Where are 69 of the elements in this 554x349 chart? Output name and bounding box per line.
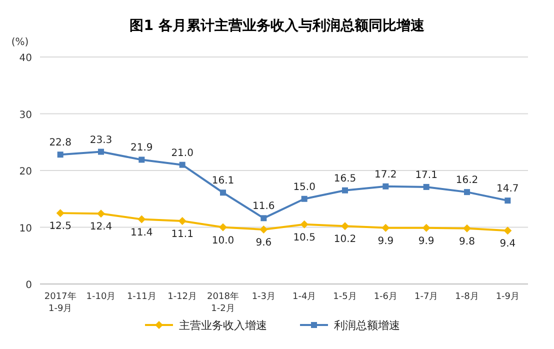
x-tick-label: 1-10月 — [86, 292, 116, 302]
data-label: 17.2 — [374, 169, 397, 180]
point — [97, 210, 105, 218]
x-tick-label: 2017年 1-9月 — [44, 291, 76, 314]
y-tick-label: 40 — [19, 53, 32, 64]
y-tick-label: 10 — [19, 223, 32, 234]
point — [463, 224, 471, 232]
data-label: 15.0 — [293, 182, 316, 193]
x-tick-label: 1-8月 — [455, 292, 479, 302]
x-tick-label: 1-11月 — [126, 292, 156, 302]
data-label: 21.0 — [171, 148, 194, 159]
y-tick-label: 0 — [26, 280, 32, 291]
x-tick-label: 1-4月 — [292, 292, 316, 302]
x-tick-label: 1-3月 — [252, 292, 276, 302]
point — [423, 184, 430, 190]
point — [504, 198, 511, 204]
x-tick-label: 1-9月 — [496, 292, 520, 302]
legend-label: 利润总额增速 — [334, 319, 400, 332]
x-tick-label: 1-6月 — [374, 292, 398, 302]
data-label: 12.5 — [49, 221, 72, 232]
point — [260, 226, 268, 234]
data-label: 10.5 — [293, 232, 316, 244]
y-tick-label: 30 — [19, 110, 32, 121]
point — [260, 215, 267, 222]
point — [138, 215, 146, 224]
point — [504, 226, 512, 235]
data-label: 16.1 — [212, 176, 234, 187]
point — [178, 217, 186, 226]
data-label: 9.8 — [459, 236, 475, 248]
legend-label: 主营业务收入增速 — [179, 319, 267, 332]
data-label: 11.4 — [130, 227, 153, 238]
data-label: 10.0 — [212, 235, 234, 246]
data-label: 14.7 — [496, 184, 519, 195]
data-label: 10.2 — [334, 234, 356, 246]
data-label: 11.1 — [171, 229, 194, 240]
x-tick-label: 1-7月 — [414, 292, 438, 302]
point — [382, 224, 390, 232]
data-label: 9.9 — [378, 236, 394, 247]
point — [56, 209, 64, 218]
y-tick-label: 20 — [19, 166, 32, 178]
point — [219, 223, 227, 232]
data-label: 16.2 — [456, 175, 478, 186]
data-label: 9.6 — [256, 238, 272, 249]
data-label: 17.1 — [415, 170, 438, 181]
x-tick-label: 1-12月 — [168, 292, 198, 302]
point — [57, 152, 64, 158]
data-label: 9.4 — [500, 238, 516, 250]
point — [342, 187, 348, 194]
point — [301, 196, 308, 202]
x-tick-label: 2018年 1-2月 — [207, 291, 239, 314]
point — [98, 148, 104, 155]
y-axis-title: (%) — [11, 37, 29, 48]
point — [422, 224, 430, 232]
data-label: 23.3 — [90, 134, 112, 146]
point — [300, 220, 308, 228]
point — [179, 162, 186, 168]
point — [382, 183, 389, 190]
point — [464, 189, 470, 196]
data-label: 9.9 — [418, 236, 434, 247]
data-label: 12.4 — [90, 222, 112, 233]
point — [220, 190, 226, 196]
data-label: 21.9 — [130, 142, 153, 154]
chart-title: 图1 各月累计主营业务收入与利润总额同比增速 — [130, 17, 426, 34]
point — [138, 156, 145, 163]
data-label: 22.8 — [49, 138, 72, 149]
data-label: 16.5 — [334, 173, 356, 184]
data-label: 11.6 — [252, 201, 275, 212]
x-tick-label: 1-5月 — [333, 292, 357, 302]
point — [341, 222, 349, 230]
